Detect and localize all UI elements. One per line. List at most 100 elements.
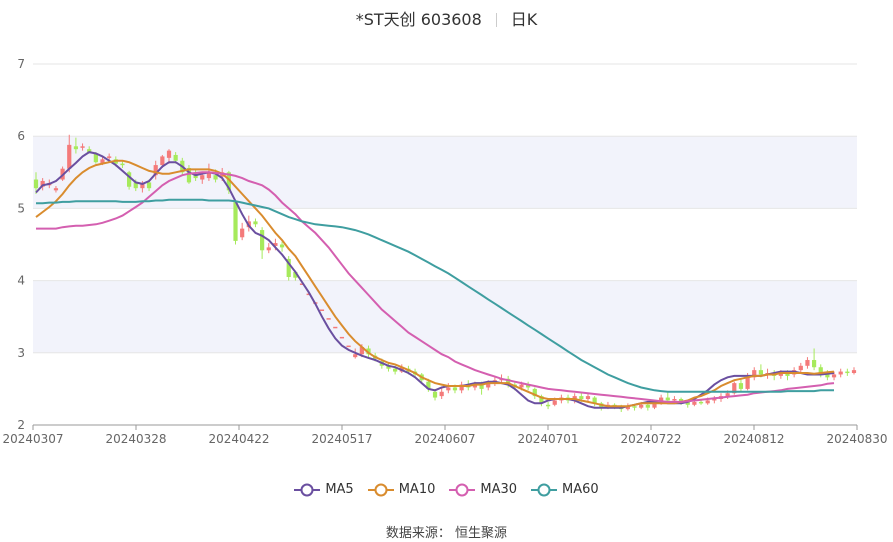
candle-body [745,377,750,389]
candle-body [472,384,478,388]
candle-body [785,373,790,376]
candle-body [266,247,271,251]
candle-body [319,309,325,311]
candle-body [831,374,837,378]
candle-body [811,360,817,368]
candle-body [712,399,717,401]
candle-body [459,384,464,391]
legend-marker-icon [367,483,394,496]
candle-body [725,393,730,397]
candle-body [80,146,85,148]
candle-body [273,243,278,246]
legend-marker-icon [294,483,321,496]
data-source: 数据来源： 恒生聚源 [385,526,508,541]
candle-body [625,406,630,410]
legend: MA5 MA10 MA30 MA60 [0,482,893,501]
candle-body [838,371,843,375]
y-axis: 2 3 4 5 6 7 [17,57,25,432]
ma30-line [36,171,835,403]
candle-body [851,370,857,374]
background-bands [33,136,857,353]
candle-body [186,167,192,183]
y-tick-label: 7 [17,57,25,71]
candle-body [705,400,710,404]
grid-band [33,280,857,353]
candle-body [798,365,803,371]
legend-marker-icon [449,483,476,496]
candle-body [366,348,371,355]
candle-body [426,381,431,389]
candle-body [685,401,690,405]
legend-marker-icon [531,483,558,496]
candle-body [286,258,291,277]
legend-label: MA30 [480,482,518,497]
candle-body [333,326,338,329]
candle-body [532,388,537,397]
legend-label: MA60 [562,482,599,497]
grid-lines [33,63,857,426]
candle-body [146,182,152,189]
candle-body [665,397,670,401]
candle-body [738,383,744,389]
x-tick-label: 20240607 [414,432,475,446]
candle-body [120,163,125,166]
candle-body [226,172,231,191]
candle-body [692,401,697,405]
candle-body [632,406,637,408]
candle-body [153,165,158,176]
candle-body [645,404,650,408]
x-tick-label: 20240830 [826,432,887,446]
candle-body [33,179,39,189]
candle-body [825,373,830,378]
candle-body [526,384,531,388]
candle-body [40,180,45,187]
candle-body [359,347,364,355]
candle-body [678,399,684,402]
candle-body [805,360,810,366]
candle-body [240,228,245,238]
y-tick-label: 2 [17,418,25,432]
candle-body [845,371,850,374]
x-tick-label: 20240812 [723,432,784,446]
x-axis: 20240307 20240328 20240422 20240517 20240607… [2,424,888,446]
candle-body [393,368,398,372]
candle-body [166,150,172,158]
candle-body [173,154,178,161]
y-tick-label: 5 [17,201,25,215]
legend-item-ma5[interactable]: MA5 [294,482,354,497]
x-tick-label: 20240722 [620,432,681,446]
candle-body [53,188,59,191]
candle-body [446,387,451,391]
candle-body [67,144,72,169]
grid-band [33,136,857,209]
legend-item-ma10[interactable]: MA10 [367,482,435,497]
candle-body [93,153,98,163]
candle-body [346,345,351,348]
candle-body [545,404,551,407]
candle-body [73,146,79,150]
candle-body [479,384,484,389]
y-tick-label: 4 [17,274,25,288]
candle-body [519,384,524,388]
candle-body [652,403,657,408]
ma60-line [36,198,834,393]
candle-body [140,183,145,189]
candle-body [592,397,597,404]
candle-body [233,201,238,241]
candle-body [486,383,491,388]
y-tick-label: 6 [17,129,25,143]
x-tick-label: 20240517 [311,432,372,446]
candle-body [87,149,92,153]
legend-item-ma30[interactable]: MA30 [449,482,517,497]
legend-item-ma60[interactable]: MA60 [531,482,599,497]
candle-body [506,378,511,385]
ma5-line [35,151,835,409]
candle-body [552,400,557,405]
x-tick-label: 20240328 [105,432,166,446]
ma10-line [35,159,835,408]
candle-body [107,156,112,158]
candle-body [100,159,105,164]
candle-body [213,175,218,180]
candle-body [432,391,438,398]
